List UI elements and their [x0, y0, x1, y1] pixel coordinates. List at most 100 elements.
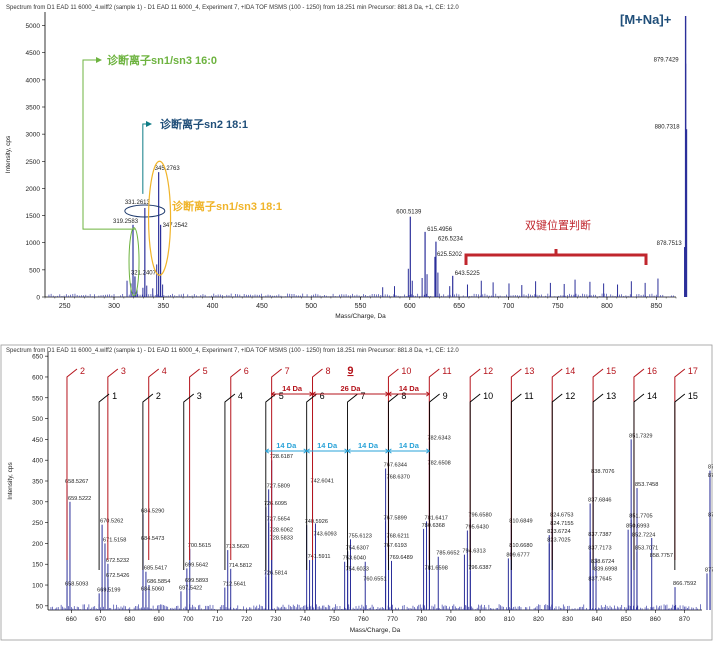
top-y-tick-label: 0	[36, 295, 40, 302]
bottom-peak-label: 858.7757	[650, 553, 673, 559]
bottom-peak-label: 823.7025	[547, 537, 570, 543]
top-x-tick-label: 750	[552, 303, 564, 310]
black-marker-line	[551, 393, 563, 570]
bottom-peak-label: 878.7801	[708, 512, 713, 518]
black-marker-label: 15	[688, 391, 698, 401]
top-y-tick-label: 3000	[26, 132, 41, 139]
bottom-peak-label: 837.6846	[588, 497, 611, 503]
orange-annotation-text: 诊断离子sn1/sn3 18:1	[172, 199, 282, 213]
red-marker-label: 4	[162, 366, 167, 376]
red-marker-line	[66, 368, 78, 560]
bottom-y-tick-label: 500	[32, 416, 43, 423]
red-spacing-label: 14 Da	[282, 384, 303, 393]
bottom-peak-label: 824.6753	[550, 512, 573, 518]
bottom-x-tick-label: 830	[562, 616, 573, 623]
red-marker-label: 13	[524, 366, 534, 376]
bottom-peak-label: 837.7173	[588, 546, 611, 552]
bottom-peak-label: 658.5267	[65, 479, 88, 485]
top-x-tick-label: 250	[59, 303, 71, 310]
top-x-tick-label: 600	[404, 303, 416, 310]
bottom-x-tick-label: 780	[416, 616, 427, 623]
bottom-x-tick-label: 680	[124, 616, 135, 623]
bottom-x-tick-label: 870	[679, 616, 690, 623]
black-marker-label: 12	[565, 391, 575, 401]
green-arrowhead	[96, 57, 102, 63]
bottom-x-tick-label: 770	[387, 616, 398, 623]
bottom-peak-label: 782.6343	[427, 435, 450, 441]
bottom-y-tick-label: 450	[32, 437, 43, 444]
bottom-spectrum-panel: Spectrum from D1 EAD 11 6000_4.wiff2 (sa…	[0, 344, 713, 641]
black-marker-label: 2	[156, 391, 161, 401]
bottom-x-tick-label: 710	[212, 616, 223, 623]
bottom-peak-label: 853.7458	[635, 482, 658, 488]
blue-spacing-label: 14 Da	[399, 441, 420, 450]
top-y-tick-label: 4000	[26, 77, 41, 84]
top-x-tick-label: 500	[305, 303, 317, 310]
bottom-peak-label: 671.5158	[103, 537, 126, 543]
black-marker-label: 10	[483, 391, 493, 401]
top-peak-label: 347.2542	[163, 223, 189, 229]
bottom-y-tick-label: 550	[32, 395, 43, 402]
top-x-tick-label: 650	[453, 303, 465, 310]
top-x-tick-label: 700	[503, 303, 515, 310]
red-marker-label: 10	[401, 366, 411, 376]
bottom-y-tick-label: 300	[32, 499, 43, 506]
blue-spacing-label: 14 Da	[317, 441, 338, 450]
blue-spacing-label: 14 Da	[358, 441, 379, 450]
bottom-y-tick-label: 150	[32, 562, 43, 569]
green-leader-line	[82, 59, 135, 230]
double-bond-position-label: 9	[347, 365, 353, 377]
top-x-tick-label: 800	[601, 303, 613, 310]
black-marker-line	[347, 393, 358, 570]
bottom-peak-label: 767.6344	[384, 463, 407, 469]
bottom-x-tick-label: 820	[533, 616, 544, 623]
top-spectrum-panel: Spectrum from D1 EAD 11 6000_4.wiff2 (sa…	[0, 0, 713, 322]
bottom-y-tick-label: 50	[36, 603, 44, 610]
top-y-tick-label: 3500	[26, 105, 41, 112]
bottom-peak-label: 740.5926	[305, 519, 328, 525]
red-marker-line	[230, 368, 242, 560]
black-marker-line	[429, 393, 440, 570]
bottom-peak-label: 785.6652	[436, 551, 459, 557]
bottom-peak-label: 837.7387	[588, 532, 611, 538]
bottom-peak-label: 726.6095	[264, 501, 287, 507]
bottom-peak-label: 768.6370	[387, 475, 410, 481]
teal-annotation-text: 诊断离子sn2 18:1	[160, 117, 248, 131]
top-x-tick-label: 450	[256, 303, 268, 310]
bottom-peak-label: 852.7224	[632, 533, 655, 539]
bottom-peak-label: 699.5893	[185, 578, 208, 584]
red-marker-label: 7	[285, 366, 290, 376]
bottom-x-tick-label: 840	[591, 616, 602, 623]
bottom-peak-label: 741.5911	[308, 554, 331, 560]
top-peak-label: 319.2583	[113, 219, 139, 225]
red-marker-label: 12	[483, 366, 493, 376]
top-x-tick-label: 350	[157, 303, 169, 310]
black-marker-line	[387, 393, 399, 570]
red-marker-label: 11	[442, 366, 451, 376]
bottom-peak-label: 728.6062	[270, 527, 293, 533]
top-peak-label: 878.7513	[657, 241, 683, 247]
green-annotation-text: 诊断离子sn1/sn3 16:0	[107, 53, 217, 67]
bottom-peak-label: 851.7329	[629, 433, 652, 439]
bottom-spectrum-chart: Spectrum from D1 EAD 11 6000_4.wiff2 (sa…	[0, 344, 713, 641]
bottom-peak-label: 700.5615	[188, 543, 211, 549]
bottom-peak-label: 742.6041	[311, 478, 334, 484]
bottom-spectrum-title: Spectrum from D1 EAD 11 6000_4.wiff2 (sa…	[6, 348, 459, 354]
black-marker-label: 6	[320, 391, 325, 401]
black-marker-label: 1	[112, 391, 117, 401]
red-spacing-label: 26 Da	[340, 384, 361, 393]
bottom-peak-label: 796.6580	[468, 512, 491, 518]
top-x-tick-label: 550	[355, 303, 367, 310]
black-marker-label: 14	[647, 391, 657, 401]
bottom-peak-label: 728.5833	[270, 535, 293, 541]
bottom-x-tick-label: 790	[445, 616, 456, 623]
bottom-peak-label: 796.6387	[468, 565, 491, 571]
bottom-x-tick-label: 850	[621, 616, 632, 623]
top-x-tick-label: 400	[207, 303, 219, 310]
orange-ellipse	[147, 160, 172, 276]
bottom-border	[0, 344, 713, 641]
bottom-x-tick-label: 810	[504, 616, 515, 623]
bottom-peak-label: 754.6307	[346, 545, 369, 551]
top-x-axis-label: Mass/Charge, Da	[335, 313, 386, 320]
bottom-peak-label: 684.5060	[141, 587, 164, 593]
